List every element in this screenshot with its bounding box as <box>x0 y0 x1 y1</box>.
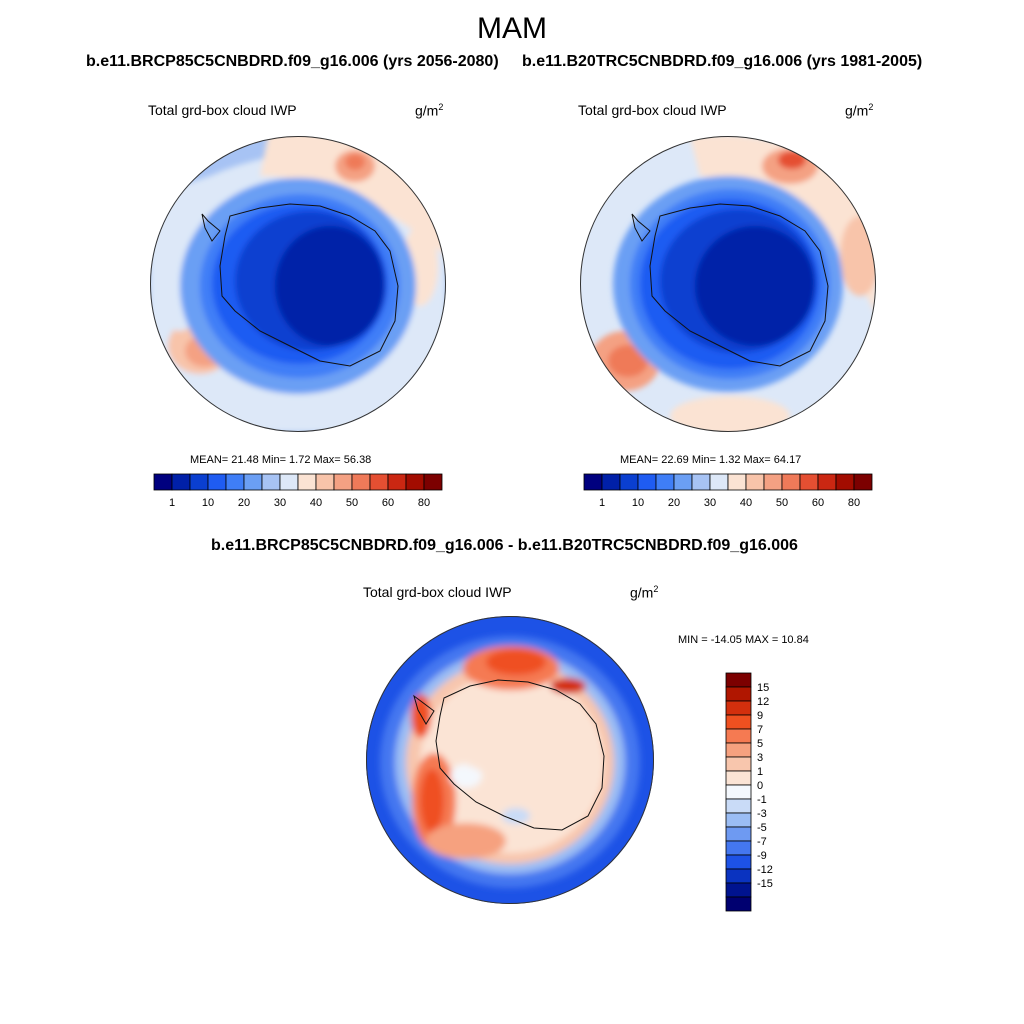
colorbar-cell <box>243 473 263 491</box>
colorbar-tick-label: 60 <box>812 497 824 509</box>
colorbar-cell <box>189 473 209 491</box>
colorbar-cell <box>369 473 389 491</box>
colorbar-cell <box>727 473 747 491</box>
colorbar-tick-label: 80 <box>418 497 430 509</box>
colorbar-tick-label: 30 <box>274 497 286 509</box>
colorbar-cell <box>583 473 603 491</box>
colorbar-cell <box>333 473 353 491</box>
colorbar-tick-label: 10 <box>202 497 214 509</box>
colorbar-cell <box>725 770 752 786</box>
panel-2-units: g/m2 <box>845 102 874 119</box>
colorbar-cell <box>725 742 752 758</box>
colorbar-cell <box>351 473 371 491</box>
colorbar-tick-label: 1 <box>757 766 763 778</box>
colorbar-cell <box>315 473 335 491</box>
colorbar-cell <box>673 473 693 491</box>
colorbar-cell <box>853 473 873 491</box>
colorbar-tick-label: 3 <box>757 752 763 764</box>
main-title: MAM <box>477 12 547 45</box>
colorbar-cell <box>171 473 191 491</box>
colorbar-cell <box>725 784 752 800</box>
panel-2-case-title: b.e11.B20TRC5CNBDRD.f09_g16.006 (yrs 198… <box>522 53 923 70</box>
colorbar-cell <box>725 714 752 730</box>
panel-1-stats: MEAN= 21.48 Min= 1.72 Max= 56.38 <box>190 454 372 466</box>
colorbar-cell <box>817 473 837 491</box>
colorbar-tick-label: 40 <box>310 497 322 509</box>
colorbar-cell <box>619 473 639 491</box>
colorbar-cell <box>261 473 281 491</box>
colorbar-cell <box>725 826 752 842</box>
colorbar-cell <box>725 686 752 702</box>
colorbar-cell <box>725 882 752 898</box>
colorbar-tick-label: 30 <box>704 497 716 509</box>
colorbar-cell <box>691 473 711 491</box>
panel-1-map <box>150 136 446 432</box>
colorbar-tick-label: -7 <box>757 836 767 848</box>
colorbar-tick-label: -1 <box>757 794 767 806</box>
diff-colorbar: 15 12 9 7 5 3 1 0 -1 -3 -5 -7 -9 -12 -15 <box>725 672 773 912</box>
panel-2-colorbar: 1 10 20 30 40 50 60 80 <box>583 473 873 509</box>
colorbar-cell <box>725 854 752 870</box>
colorbar-tick-label: 60 <box>382 497 394 509</box>
colorbar-cell <box>725 840 752 856</box>
colorbar-cell <box>279 473 299 491</box>
colorbar-tick-label: 9 <box>757 710 763 722</box>
panel-2-stats: MEAN= 22.69 Min= 1.32 Max= 64.17 <box>620 454 802 466</box>
panel-1-units: g/m2 <box>415 102 444 119</box>
colorbar-tick-label: 5 <box>757 738 763 750</box>
colorbar-cell <box>725 812 752 828</box>
panel-1-variable-label: Total grd-box cloud IWP <box>148 102 297 118</box>
diff-variable-label: Total grd-box cloud IWP <box>363 584 512 600</box>
colorbar-tick-label: 10 <box>632 497 644 509</box>
colorbar-tick-label: -3 <box>757 808 767 820</box>
colorbar-cell <box>405 473 425 491</box>
colorbar-cell <box>725 728 752 744</box>
colorbar-cell <box>725 700 752 716</box>
diff-units: g/m2 <box>630 584 659 601</box>
colorbar-tick-label: 7 <box>757 724 763 736</box>
panel-1-case-title: b.e11.BRCP85C5CNBDRD.f09_g16.006 (yrs 20… <box>86 53 499 70</box>
colorbar-tick-label: 15 <box>757 682 769 694</box>
colorbar-tick-label: 40 <box>740 497 752 509</box>
colorbar-cell <box>725 756 752 772</box>
colorbar-tick-label: 1 <box>169 497 175 509</box>
colorbar-tick-label: -5 <box>757 822 767 834</box>
colorbar-cell <box>835 473 855 491</box>
colorbar-cell <box>153 473 173 491</box>
colorbar-tick-label: -9 <box>757 850 767 862</box>
colorbar-tick-label: 50 <box>346 497 358 509</box>
colorbar-tick-label: -12 <box>757 864 773 876</box>
diff-stats: MIN = -14.05 MAX = 10.84 <box>678 634 809 646</box>
colorbar-tick-label: 12 <box>757 696 769 708</box>
colorbar-cell <box>637 473 657 491</box>
colorbar-cell <box>225 473 245 491</box>
diff-case-title: b.e11.BRCP85C5CNBDRD.f09_g16.006 - b.e11… <box>211 537 798 554</box>
colorbar-tick-label: 20 <box>668 497 680 509</box>
colorbar-tick-label: 0 <box>757 780 763 792</box>
colorbar-cell <box>781 473 801 491</box>
panel-2-variable-label: Total grd-box cloud IWP <box>578 102 727 118</box>
panel-1-colorbar: 1 10 20 30 40 50 60 80 <box>153 473 443 509</box>
colorbar-tick-label: 20 <box>238 497 250 509</box>
colorbar-cell <box>745 473 765 491</box>
colorbar-cell <box>799 473 819 491</box>
colorbar-tick-label: 1 <box>599 497 605 509</box>
colorbar-cell <box>725 868 752 884</box>
colorbar-cell <box>423 473 443 491</box>
colorbar-cell <box>725 798 752 814</box>
colorbar-cell <box>297 473 317 491</box>
colorbar-cell <box>601 473 621 491</box>
colorbar-cell <box>725 896 752 912</box>
colorbar-cell <box>655 473 675 491</box>
colorbar-tick-label: 80 <box>848 497 860 509</box>
colorbar-cell <box>709 473 729 491</box>
colorbar-tick-label: 50 <box>776 497 788 509</box>
colorbar-cell <box>725 672 752 688</box>
diff-map <box>366 616 654 904</box>
colorbar-tick-label: -15 <box>757 878 773 890</box>
panel-2-map <box>580 136 876 432</box>
colorbar-cell <box>763 473 783 491</box>
colorbar-cell <box>207 473 227 491</box>
colorbar-cell <box>387 473 407 491</box>
